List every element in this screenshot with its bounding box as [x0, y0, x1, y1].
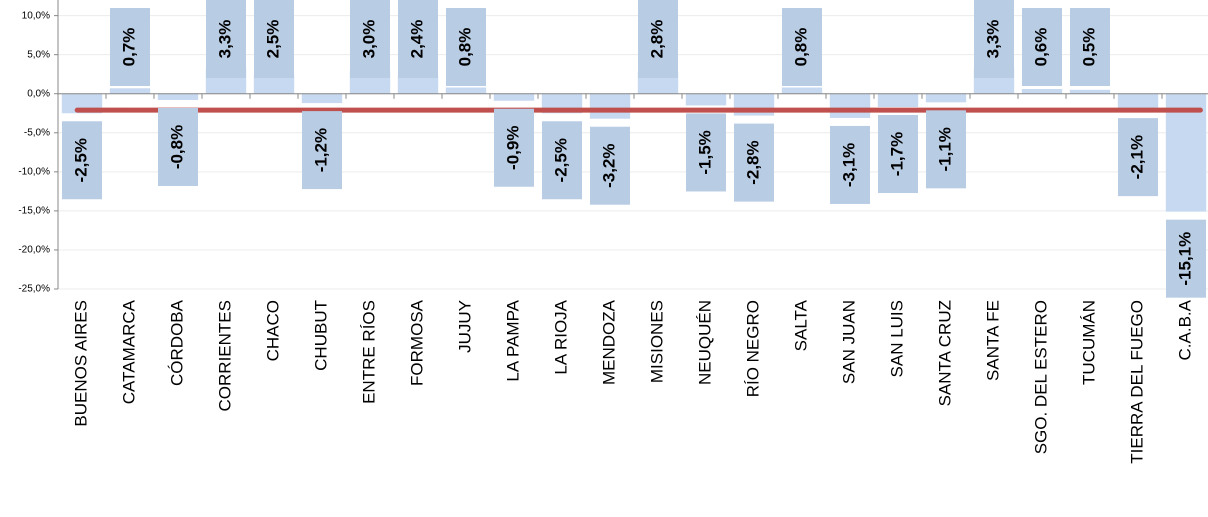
bar [445, 87, 487, 94]
x-tick-label: ENTRE RÍOS [359, 300, 378, 404]
x-tick-label: CATAMARCA [119, 299, 138, 404]
y-tick-label: -15,0% [18, 206, 50, 217]
y-tick-label: 10,0% [22, 10, 50, 21]
data-label-box [206, 0, 246, 78]
data-label-box [398, 0, 438, 78]
x-tick-label: SAN JUAN [839, 300, 858, 384]
x-tick-label: BUENOS AIRES [71, 300, 90, 427]
data-label: 0,6% [1031, 28, 1050, 67]
data-label: 2,4% [407, 20, 426, 59]
data-label: -3,1% [839, 143, 858, 187]
data-label-box [878, 115, 918, 194]
bar [589, 93, 631, 119]
x-tick-label: LA RIOJA [551, 299, 570, 374]
data-label: 3,0% [359, 20, 378, 59]
x-tick-label: SGO. DEL ESTERO [1031, 300, 1050, 454]
x-tick-label: SAN LUIS [887, 300, 906, 377]
data-label-box [1166, 219, 1206, 298]
x-tick-label: MENDOZA [599, 299, 618, 385]
data-label: -1,1% [935, 127, 954, 171]
data-label-box [254, 0, 294, 78]
data-label: -0,8% [167, 125, 186, 169]
x-tick-label: CORRIENTES [215, 300, 234, 411]
data-label: 0,7% [119, 28, 138, 67]
data-label-box [494, 108, 534, 187]
bar [1021, 89, 1063, 94]
x-tick-label: SANTA CRUZ [935, 300, 954, 406]
data-label-box [638, 0, 678, 78]
bar [397, 74, 439, 94]
data-label-box [446, 8, 486, 86]
x-tick-label: TIERRA DEL FUEGO [1127, 300, 1146, 464]
x-tick-label: CÓRDOBA [167, 299, 186, 386]
data-label: 2,8% [647, 20, 666, 59]
data-label: 0,8% [791, 28, 810, 67]
data-label: 0,8% [455, 28, 474, 67]
bar [493, 93, 535, 101]
bar [253, 74, 295, 94]
data-label-box [830, 125, 870, 204]
data-label: -2,5% [71, 138, 90, 182]
x-tick-label: RÍO NEGRO [743, 300, 762, 397]
y-tick-label: -10,0% [18, 166, 50, 177]
bar [301, 93, 343, 104]
y-tick-label: -25,0% [18, 284, 50, 295]
x-tick-label: NEUQUÉN [695, 300, 714, 385]
bar [829, 93, 871, 118]
data-label: 3,3% [983, 20, 1002, 59]
x-tick-label: CHUBUT [311, 300, 330, 371]
data-label: -3,2% [599, 144, 618, 188]
x-tick-label: CHACO [263, 300, 282, 361]
bar [781, 87, 823, 94]
data-label: -1,2% [311, 128, 330, 172]
x-tick-label: TUCUMÁN [1079, 300, 1098, 385]
x-tick-label: JUJUY [455, 300, 474, 353]
x-tick-label: SANTA FE [983, 300, 1002, 381]
y-tick-label: -5,0% [24, 127, 50, 138]
x-tick-label: C.A.B.A [1175, 299, 1194, 360]
bar [1165, 93, 1207, 212]
data-label-box [590, 126, 630, 205]
data-label-box [734, 123, 774, 202]
data-label-box [110, 8, 150, 86]
x-tick-label: SALTA [791, 299, 810, 351]
data-label: -1,7% [887, 132, 906, 176]
data-label: -2,8% [743, 140, 762, 184]
data-label: -1,5% [695, 130, 714, 174]
data-label-box [1118, 118, 1158, 197]
x-tick-label: LA PAMPA [503, 299, 522, 381]
data-label-box [782, 8, 822, 86]
data-label-box [1022, 8, 1062, 86]
y-tick-label: 5,0% [27, 49, 50, 60]
data-label-box [302, 111, 342, 190]
data-label-box [926, 110, 966, 189]
bar [1069, 89, 1111, 94]
data-label: 0,5% [1079, 28, 1098, 67]
bar [685, 93, 727, 106]
data-label-box [542, 121, 582, 200]
data-label-box [1070, 8, 1110, 86]
x-tick-label: FORMOSA [407, 299, 426, 386]
data-label: -2,5% [551, 138, 570, 182]
bar [157, 93, 199, 100]
data-label: -2,1% [1127, 135, 1146, 179]
data-label: -15,1% [1175, 232, 1194, 286]
bar [877, 93, 919, 108]
y-tick-label: 0,0% [27, 88, 50, 99]
data-label-box [158, 107, 198, 186]
bar [1117, 93, 1159, 111]
bar [925, 93, 967, 103]
data-label-box [62, 121, 102, 200]
data-label: 2,5% [263, 20, 282, 59]
data-label: 3,3% [215, 20, 234, 59]
data-label-box [686, 113, 726, 192]
data-label-box [350, 0, 390, 78]
y-tick-label: -20,0% [18, 245, 50, 256]
data-label: -0,9% [503, 126, 522, 170]
data-label-box [974, 0, 1014, 78]
bar [109, 88, 151, 94]
x-tick-label: MISIONES [647, 300, 666, 383]
